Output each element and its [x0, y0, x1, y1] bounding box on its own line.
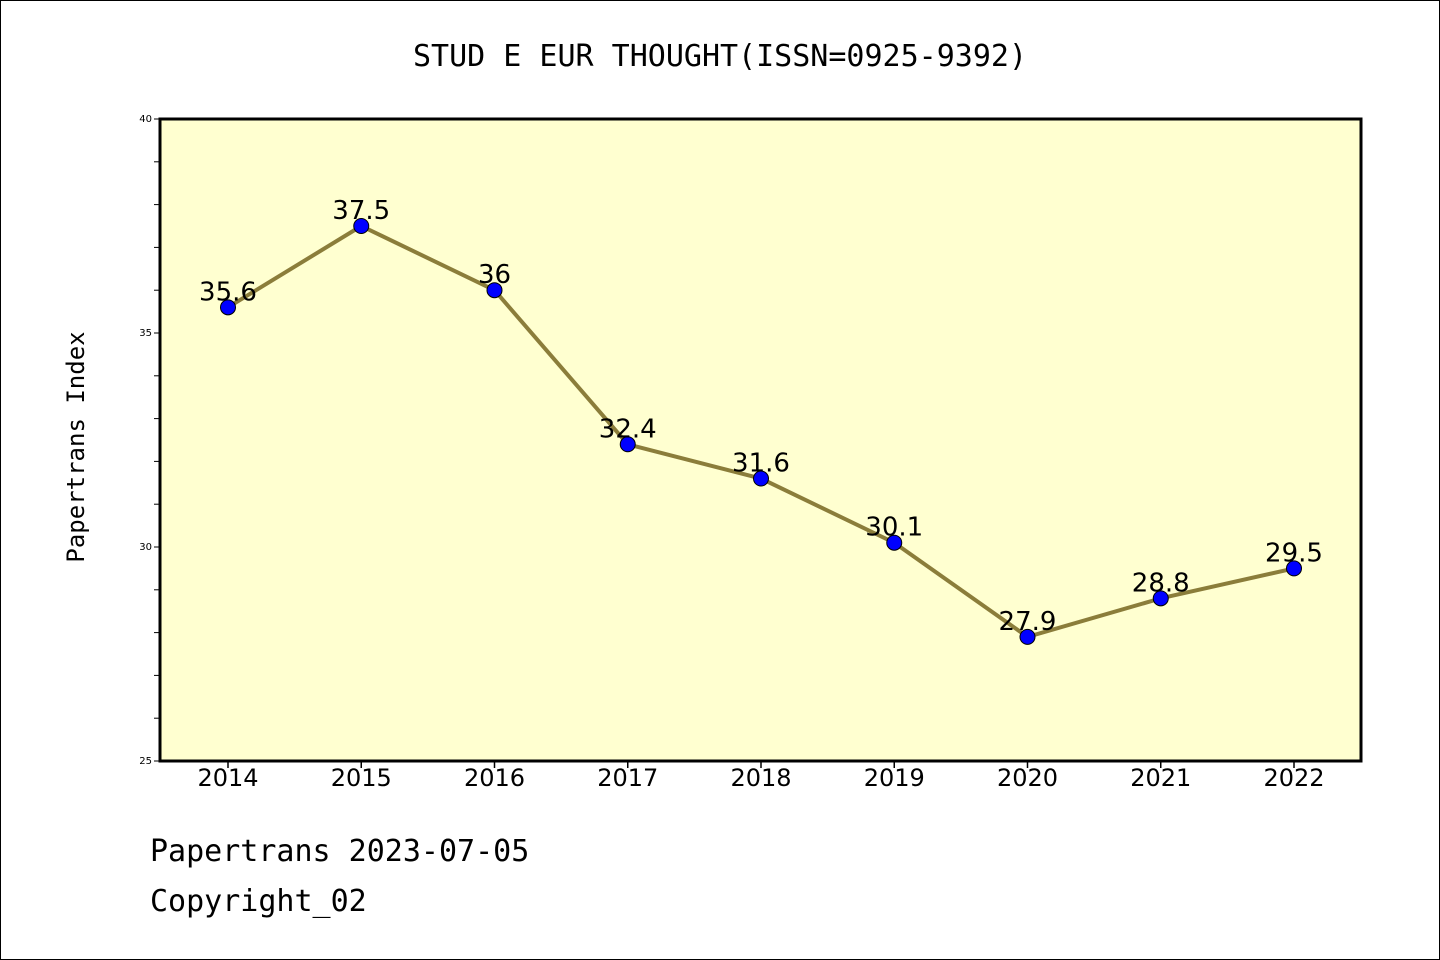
- data-label: 29.5: [1265, 538, 1323, 568]
- footer-copyright: Copyright_02: [150, 884, 367, 919]
- x-tick-label: 2018: [730, 764, 791, 792]
- data-labels: 35.6 37.5 36 32.4 31.6 30.1 27.9 28.8 29.5: [199, 196, 1323, 637]
- x-axis: 2014 2015 2016 2017 2018 2019 2020 2021 2022: [197, 761, 1325, 792]
- data-point: [886, 534, 903, 551]
- data-label: 28.8: [1132, 568, 1190, 598]
- data-point: [486, 282, 503, 299]
- data-label: 32.4: [599, 414, 657, 444]
- chart-title: STUD E EUR THOUGHT(ISSN=0925-9392): [413, 39, 1027, 74]
- footer-date: Papertrans 2023-07-05: [150, 834, 530, 869]
- data-point: [1152, 590, 1169, 607]
- y-axis-label: Papertrans Index: [62, 331, 90, 562]
- data-point: [753, 470, 769, 487]
- data-point: [1286, 560, 1302, 577]
- data-point: [619, 436, 636, 453]
- data-label: 36: [478, 260, 511, 290]
- data-point: [353, 218, 370, 234]
- y-tick-label: 25: [139, 756, 152, 767]
- data-point: [220, 299, 236, 316]
- x-tick-label: 2020: [997, 764, 1058, 792]
- data-label: 30.1: [865, 513, 923, 543]
- x-tick-label: 2014: [197, 764, 258, 792]
- y-tick-label: 40: [139, 114, 152, 125]
- x-tick-label: 2015: [331, 764, 392, 792]
- data-point: [1019, 628, 1036, 645]
- x-tick-label: 2022: [1263, 764, 1324, 792]
- series-group: [220, 218, 1302, 645]
- data-label: 35.6: [199, 277, 257, 307]
- x-tick-label: 2019: [864, 764, 925, 792]
- y-tick-label: 35: [139, 328, 152, 339]
- x-tick-label: 2021: [1130, 764, 1191, 792]
- x-tick-label: 2016: [464, 764, 525, 792]
- data-label: 37.5: [332, 196, 390, 226]
- y-tick-label: 30: [139, 542, 152, 553]
- y-axis: 25 30 35 40: [139, 114, 160, 767]
- data-label: 27.9: [999, 607, 1057, 637]
- x-tick-label: 2017: [597, 764, 658, 792]
- data-label: 31.6: [732, 449, 790, 479]
